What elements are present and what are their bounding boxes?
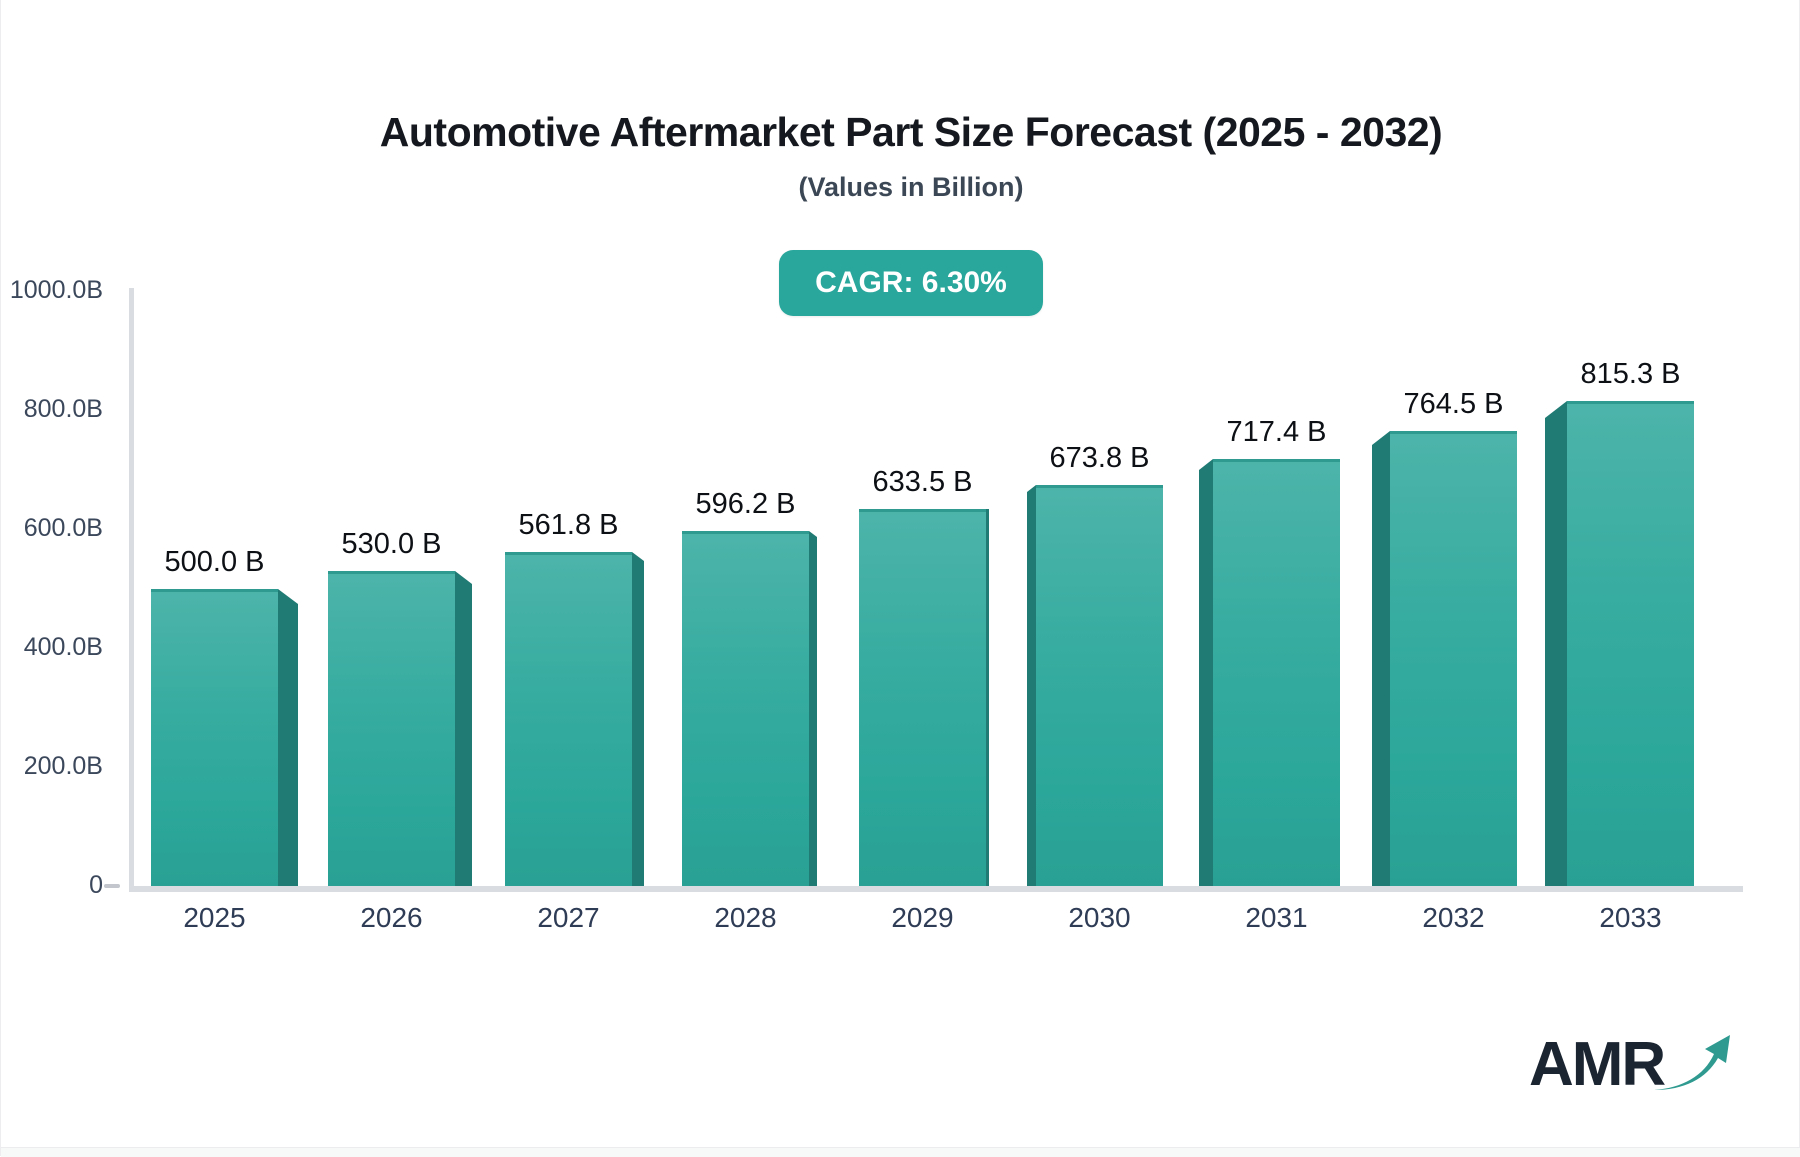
bar-value-label: 764.5 B [1403, 388, 1504, 420]
x-tick-label-2030: 2030 [1068, 902, 1131, 933]
bar-2026 [328, 571, 455, 889]
amr-logo-text: AMR [1529, 1030, 1666, 1099]
bar-side-face [278, 589, 298, 889]
bar-side-face [455, 571, 472, 889]
chart-header: Automotive Aftermarket Part Size Forecas… [11, 108, 1800, 316]
x-tick-label-2025: 2025 [183, 902, 246, 933]
bar-value-label: 633.5 B [872, 466, 973, 498]
y-tick-label: 800.0B [23, 395, 103, 423]
chart-subtitle: (Values in Billion) [798, 172, 1024, 202]
bar-2028 [682, 531, 809, 889]
zero-tick-mark [104, 884, 120, 888]
amr-logo: AMR [1529, 1032, 1734, 1096]
x-tick-label-2026: 2026 [360, 902, 423, 933]
x-axis-line [129, 886, 1743, 892]
bar-value-label: 500.0 B [164, 546, 265, 578]
bar-side-face [632, 552, 644, 889]
bar-value-label: 530.0 B [341, 528, 442, 560]
bar-2027 [505, 552, 632, 889]
chart-title: Automotive Aftermarket Part Size Forecas… [379, 109, 1443, 155]
bar-2033 [1567, 401, 1694, 889]
bar-value-label: 815.3 B [1580, 358, 1681, 390]
bar-side-face [1199, 459, 1213, 889]
bar-side-face [1027, 485, 1036, 889]
x-tick-label-2033: 2033 [1599, 902, 1662, 933]
y-axis-line [129, 288, 134, 888]
bar-value-label: 717.4 B [1226, 416, 1327, 448]
cagr-badge: CAGR: 6.30% [779, 250, 1043, 316]
y-tick-label: 200.0B [23, 752, 103, 780]
bar-side-face [1545, 401, 1567, 889]
y-tick-label: 400.0B [23, 633, 103, 661]
y-tick-label: 600.0B [23, 514, 103, 542]
bar-value-label: 561.8 B [518, 509, 619, 541]
window-bottom-edge [1, 1147, 1800, 1157]
y-tick-label: 1000.0B [9, 276, 103, 304]
x-tick-label-2027: 2027 [537, 902, 600, 933]
y-tick-label: 0 [89, 871, 103, 899]
x-tick-label-2028: 2028 [714, 902, 777, 933]
bar-value-label: 673.8 B [1049, 442, 1150, 474]
bar-2025 [151, 589, 278, 889]
x-tick-label-2031: 2031 [1245, 902, 1308, 933]
bar-side-face [809, 531, 817, 889]
bar-value-label: 596.2 B [695, 488, 796, 520]
bar-2030 [1036, 485, 1163, 889]
x-tick-label-2032: 2032 [1422, 902, 1485, 933]
trend-up-arrow-icon [1654, 1035, 1731, 1090]
bar-side-face [1372, 431, 1390, 889]
bar-2029 [859, 509, 986, 889]
bar-2032 [1390, 431, 1517, 889]
x-tick-label-2029: 2029 [891, 902, 954, 933]
bar-side-face [986, 509, 989, 889]
bar-2031 [1213, 459, 1340, 889]
